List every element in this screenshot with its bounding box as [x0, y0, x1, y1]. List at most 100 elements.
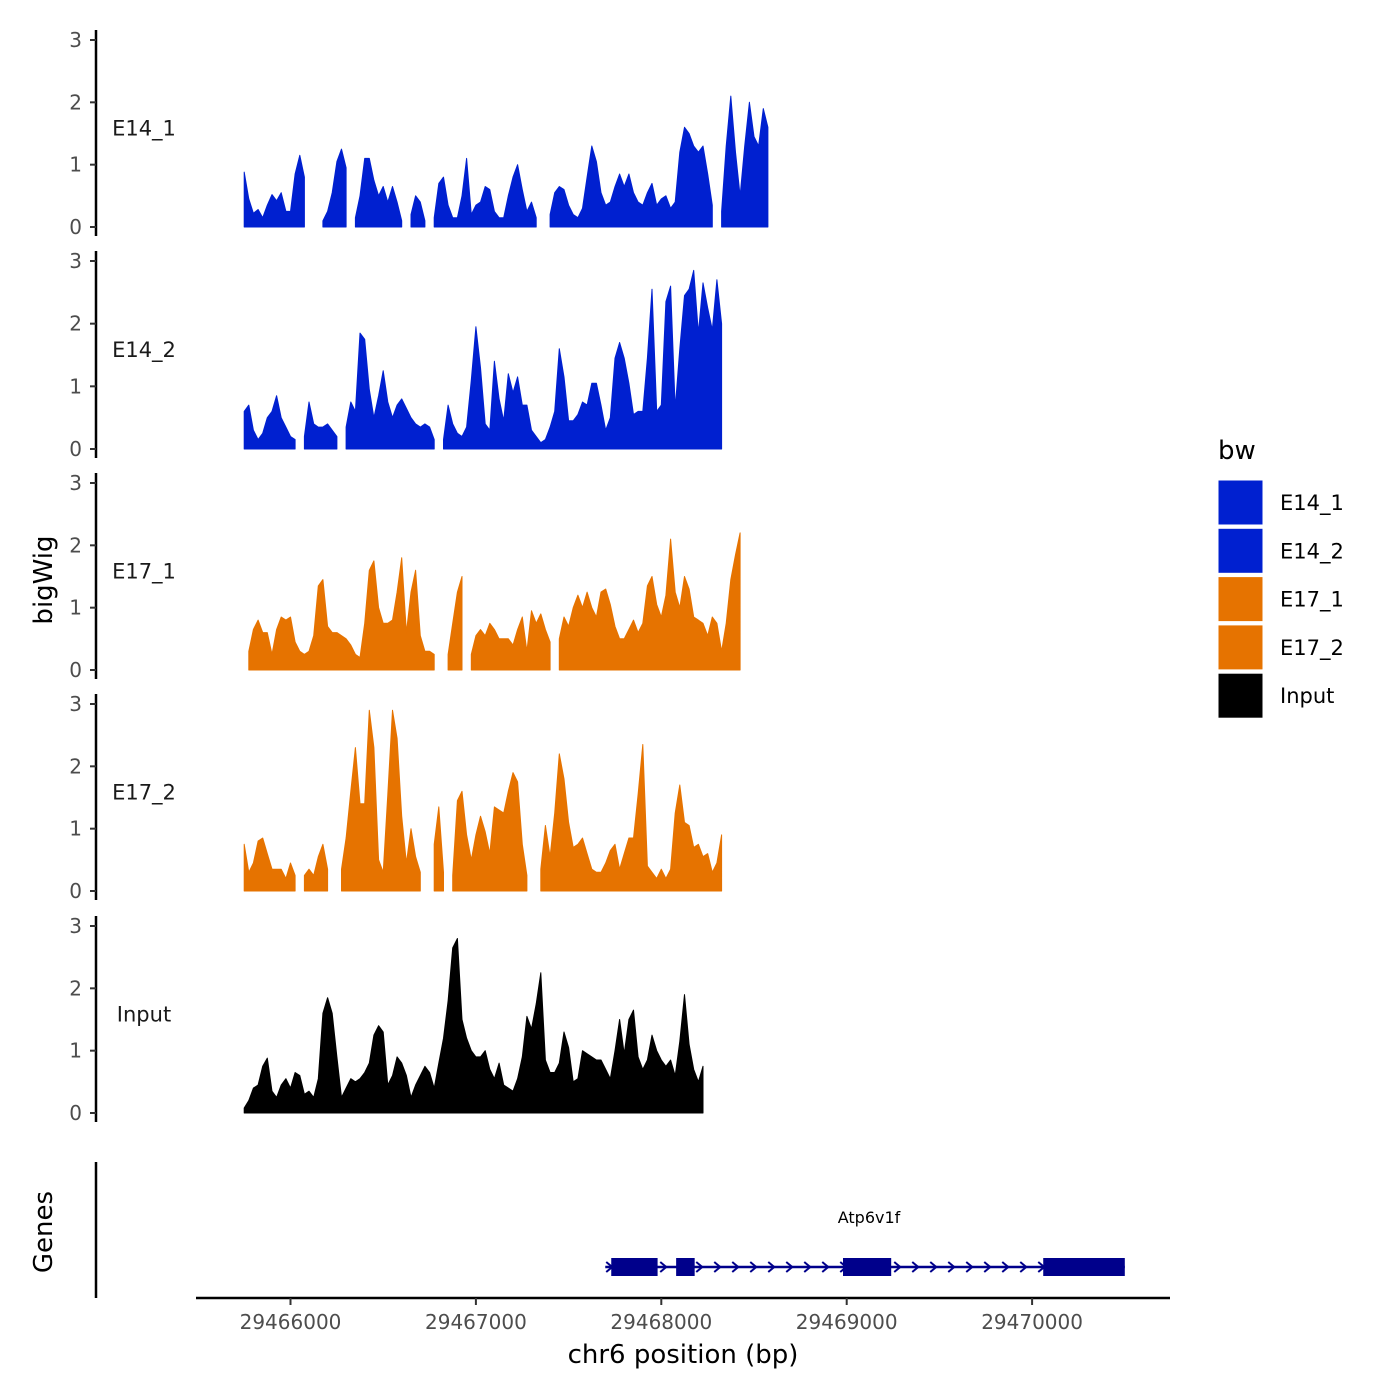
coverage-area-segment [354, 157, 403, 228]
coverage-area-segment [410, 195, 426, 228]
y-tick-label: 3 [69, 471, 82, 495]
coverage-area-segment [470, 610, 551, 671]
y-axis-title: bigWig [29, 535, 59, 624]
strand-chevron [947, 1261, 956, 1273]
strand-chevron [893, 1261, 902, 1273]
y-tick-label: 1 [69, 817, 82, 841]
y-tick-label: 3 [69, 28, 82, 52]
x-tick-label: 29470000 [981, 1310, 1083, 1334]
coverage-area-segment [243, 938, 704, 1114]
coverage-area-segment [303, 843, 329, 892]
y-tick-label: 0 [69, 658, 82, 682]
strand-chevron [965, 1261, 974, 1273]
legend-swatch [1217, 479, 1264, 526]
legend-item-Input: Input [1217, 672, 1334, 719]
legend-swatch [1217, 672, 1264, 719]
x-axis-title: chr6 position (bp) [568, 1340, 799, 1370]
coverage-area-segment [322, 148, 347, 228]
strand-chevron [929, 1261, 938, 1273]
legend-item-E14_2: E14_2 [1217, 527, 1344, 574]
strand-chevron [731, 1261, 740, 1273]
track-label: E14_1 [112, 117, 176, 142]
track-label: E17_1 [112, 560, 176, 585]
coverage-area-segment [558, 532, 741, 671]
legend-swatch [1217, 576, 1264, 623]
gene-label: Atp6v1f [838, 1208, 901, 1227]
legend-title: bw [1218, 436, 1256, 466]
genes-axis-title: Genes [29, 1191, 59, 1273]
gene-exon [842, 1258, 892, 1276]
track-label: E17_2 [112, 781, 176, 806]
y-tick-label: 3 [69, 914, 82, 938]
legend-item-E17_1: E17_1 [1217, 576, 1344, 623]
strand-chevron [659, 1261, 668, 1273]
y-tick-label: 2 [69, 976, 82, 1000]
track-E17_2: 0 1 2 3 E17_2 [69, 692, 723, 903]
coverage-area-segment [452, 772, 528, 892]
strand-chevron [767, 1261, 776, 1273]
track-Input: 0 1 2 3 Input [69, 914, 704, 1125]
coverage-area-segment [540, 744, 723, 892]
y-tick-label: 2 [69, 533, 82, 557]
y-tick-label: 0 [69, 879, 82, 903]
y-tick-label: 1 [69, 1039, 82, 1063]
coverage-area-segment [433, 806, 444, 892]
strand-chevron [1019, 1261, 1028, 1273]
y-tick-label: 1 [69, 374, 82, 398]
tracks: 0 1 2 3 E14_1 0 1 2 3 E14_2 0 1 2 3 E17_1 0 1 2 3 E17_2 0 1 2 3… [69, 28, 769, 1125]
legend-label: E14_1 [1280, 491, 1344, 516]
coverage-area-segment [549, 126, 713, 228]
y-tick-label: 2 [69, 312, 82, 336]
gene-exon [611, 1258, 658, 1276]
legend-label: Input [1280, 684, 1334, 708]
x-tick-label: 29468000 [610, 1310, 712, 1334]
y-tick-label: 0 [69, 215, 82, 239]
strand-chevron [803, 1261, 812, 1273]
coverage-area-segment [341, 709, 421, 892]
strand-chevron [1001, 1261, 1010, 1273]
y-tick-label: 0 [69, 437, 82, 461]
coverage-area-segment [443, 269, 723, 450]
y-tick-label: 2 [69, 754, 82, 778]
strand-chevron [749, 1261, 758, 1273]
y-tick-label: 2 [69, 90, 82, 114]
coverage-area-segment [447, 576, 463, 671]
coverage-area-segment [433, 157, 537, 228]
coverage-area-segment [243, 395, 296, 450]
legend-swatch [1217, 624, 1264, 671]
strand-chevron [695, 1261, 704, 1273]
gene-exon [676, 1258, 695, 1276]
strand-chevron [911, 1261, 920, 1273]
track-label: Input [117, 1003, 171, 1027]
track-E14_1: 0 1 2 3 E14_1 [69, 28, 769, 239]
track-E17_1: 0 1 2 3 E17_1 [69, 471, 741, 682]
legend-label: E17_1 [1280, 588, 1344, 613]
coverage-area-segment [243, 837, 296, 892]
strand-chevron [983, 1261, 992, 1273]
x-tick-label: 29466000 [240, 1310, 342, 1334]
strand-chevron [821, 1261, 830, 1273]
track-label: E14_2 [112, 338, 176, 363]
y-tick-label: 3 [69, 692, 82, 716]
y-tick-label: 3 [69, 249, 82, 273]
coverage-area-segment [721, 95, 769, 228]
x-tick-label: 29467000 [425, 1310, 527, 1334]
gene-model [605, 1258, 1125, 1276]
strand-chevron [713, 1261, 722, 1273]
coverage-area-segment [345, 332, 435, 450]
coverage-area-segment [303, 401, 338, 450]
gene-exon [1043, 1258, 1125, 1276]
coverage-area-segment [248, 557, 435, 671]
legend-label: E17_2 [1280, 636, 1344, 661]
legend-swatch [1217, 527, 1264, 574]
y-tick-label: 0 [69, 1101, 82, 1125]
y-tick-label: 1 [69, 596, 82, 620]
legend-label: E14_2 [1280, 539, 1344, 564]
track-E14_2: 0 1 2 3 E14_2 [69, 249, 723, 461]
x-tick-label: 29469000 [796, 1310, 898, 1334]
coverage-area-segment [243, 154, 305, 228]
legend-item-E17_2: E17_2 [1217, 624, 1344, 671]
strand-chevron [785, 1261, 794, 1273]
y-tick-label: 1 [69, 153, 82, 177]
